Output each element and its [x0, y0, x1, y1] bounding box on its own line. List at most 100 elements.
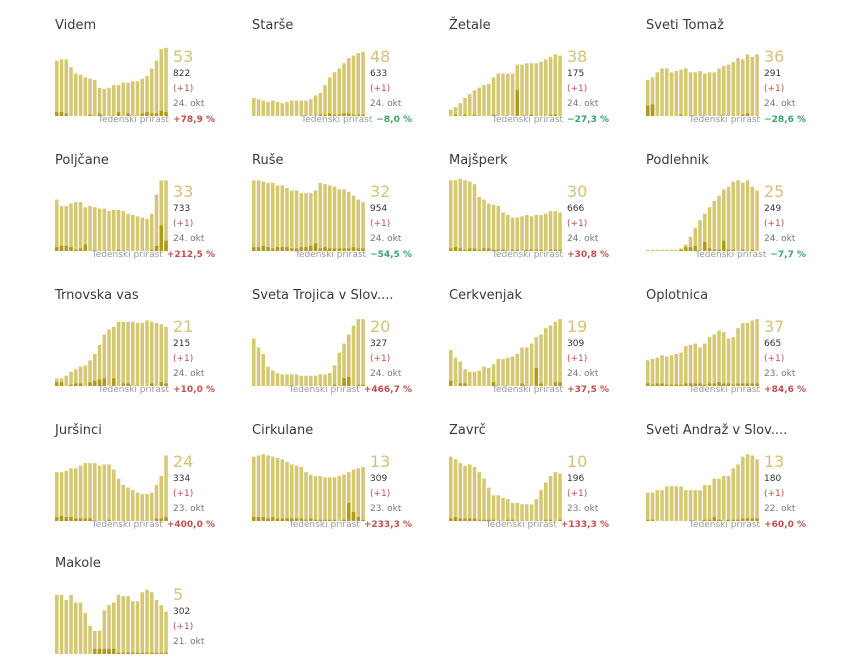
new-cases-bar [707, 248, 712, 251]
municipality-name: Sveta Trojica v Slov.... [252, 288, 394, 303]
active-cases-bar [736, 180, 740, 251]
new-cases-bar [468, 518, 472, 521]
new-cases-bar [548, 519, 553, 521]
active-cases-bar [539, 215, 543, 251]
active-cases-bar [328, 373, 332, 386]
active-cases-bar [135, 323, 140, 386]
active-cases-bar [525, 215, 529, 251]
weekly-growth-label: Tedenski prirast [485, 520, 557, 530]
new-cases-bar [59, 515, 64, 521]
new-cases-bar [655, 383, 660, 386]
daily-delta: (+1) [567, 84, 588, 94]
active-cases-bar [548, 56, 553, 116]
new-cases-bar [59, 382, 64, 386]
active-cases-bar [660, 355, 664, 386]
active-cases-bar [83, 463, 88, 521]
active-cases-bar [693, 343, 698, 386]
active-cases-bar [698, 347, 702, 386]
new-cases-bar [252, 247, 256, 251]
new-cases-bar [252, 517, 256, 521]
active-cases-bar [688, 236, 693, 251]
active-cases-bar [83, 365, 88, 386]
new-cases-bar [69, 517, 73, 521]
new-cases-bar [55, 247, 59, 251]
active-cases-bar [520, 216, 524, 251]
active-cases-value: 20 [370, 317, 391, 336]
active-cases-bar [309, 193, 313, 251]
new-cases-bar [69, 384, 73, 386]
new-cases-bar [332, 248, 337, 251]
active-cases-bar [318, 476, 323, 521]
active-cases-bar [74, 468, 78, 521]
new-cases-bar [323, 519, 327, 521]
active-cases-bar [83, 77, 88, 116]
daily-delta: (+1) [567, 489, 588, 499]
active-cases-bar [93, 207, 97, 251]
active-cases-bar [275, 101, 280, 116]
active-cases-bar [275, 185, 280, 251]
weekly-growth-value: −28,6 % [764, 115, 806, 125]
active-cases-bar [726, 64, 731, 116]
new-cases-bar [453, 247, 458, 251]
active-cases-bar [510, 217, 515, 251]
active-cases-bar [745, 454, 750, 521]
new-cases-bar [159, 110, 164, 116]
new-cases-bar [684, 383, 688, 386]
last-update-date: 24. okt [370, 369, 402, 379]
active-cases-bar [252, 98, 256, 116]
weekly-growth-value: +10,0 % [173, 385, 215, 395]
active-cases-bar [299, 467, 304, 521]
active-cases-bar [506, 215, 510, 251]
new-cases-bar [328, 519, 332, 521]
total-cases-value: 291 [764, 69, 782, 79]
new-cases-bar [558, 519, 562, 521]
active-cases-bar [491, 364, 496, 386]
new-cases-bar [154, 518, 159, 521]
active-cases-bar [135, 492, 140, 521]
active-cases-bar [78, 465, 83, 521]
active-cases-bar [304, 472, 308, 521]
active-cases-bar [506, 73, 510, 116]
new-cases-bar [679, 114, 683, 116]
active-cases-bar [112, 469, 116, 521]
weekly-growth-label: Tedenski prirast [288, 385, 360, 395]
active-cases-bar [717, 68, 721, 116]
new-cases-bar [712, 383, 717, 386]
active-cases-bar [449, 350, 453, 386]
active-cases-bar [69, 203, 73, 251]
active-cases-bar [252, 456, 256, 521]
active-cases-bar [703, 343, 707, 386]
new-cases-bar [107, 648, 111, 654]
weekly-growth-value: +60,0 % [764, 520, 806, 530]
active-cases-bar [558, 473, 562, 521]
municipality-name: Cerkvenjak [449, 288, 522, 303]
new-cases-bar [266, 518, 270, 521]
last-update-date: 22. okt [764, 504, 796, 514]
weekly-growth-label: Tedenski prirast [301, 115, 373, 125]
municipality-card: Makole 5 302 (+1) 21. okt [55, 548, 215, 668]
active-cases-bar [78, 602, 83, 654]
active-cases-bar [69, 371, 73, 386]
active-cases-bar [285, 374, 289, 386]
new-cases-bar [275, 518, 280, 521]
active-cases-bar [294, 100, 299, 116]
new-cases-bar [351, 512, 356, 521]
new-cases-bar [164, 383, 168, 386]
active-cases-bar [717, 195, 721, 251]
active-cases-bar [722, 65, 726, 116]
daily-delta: (+1) [370, 354, 391, 364]
new-cases-bar [741, 249, 745, 251]
sparkline-chart [55, 589, 168, 654]
new-cases-bar [688, 383, 693, 386]
active-cases-bar [731, 468, 736, 521]
active-cases-bar [107, 329, 111, 386]
active-cases-bar [271, 182, 275, 251]
municipality-card: Juršinci 24 334 (+1) 23. okt Tedenski prirast… [55, 415, 215, 535]
active-cases-bar [313, 95, 318, 116]
total-cases-value: 309 [567, 339, 585, 349]
new-cases-bar [487, 519, 491, 521]
new-cases-bar [159, 382, 164, 386]
active-cases-bar [741, 182, 745, 251]
new-cases-bar [750, 518, 755, 521]
active-cases-bar [449, 109, 453, 116]
